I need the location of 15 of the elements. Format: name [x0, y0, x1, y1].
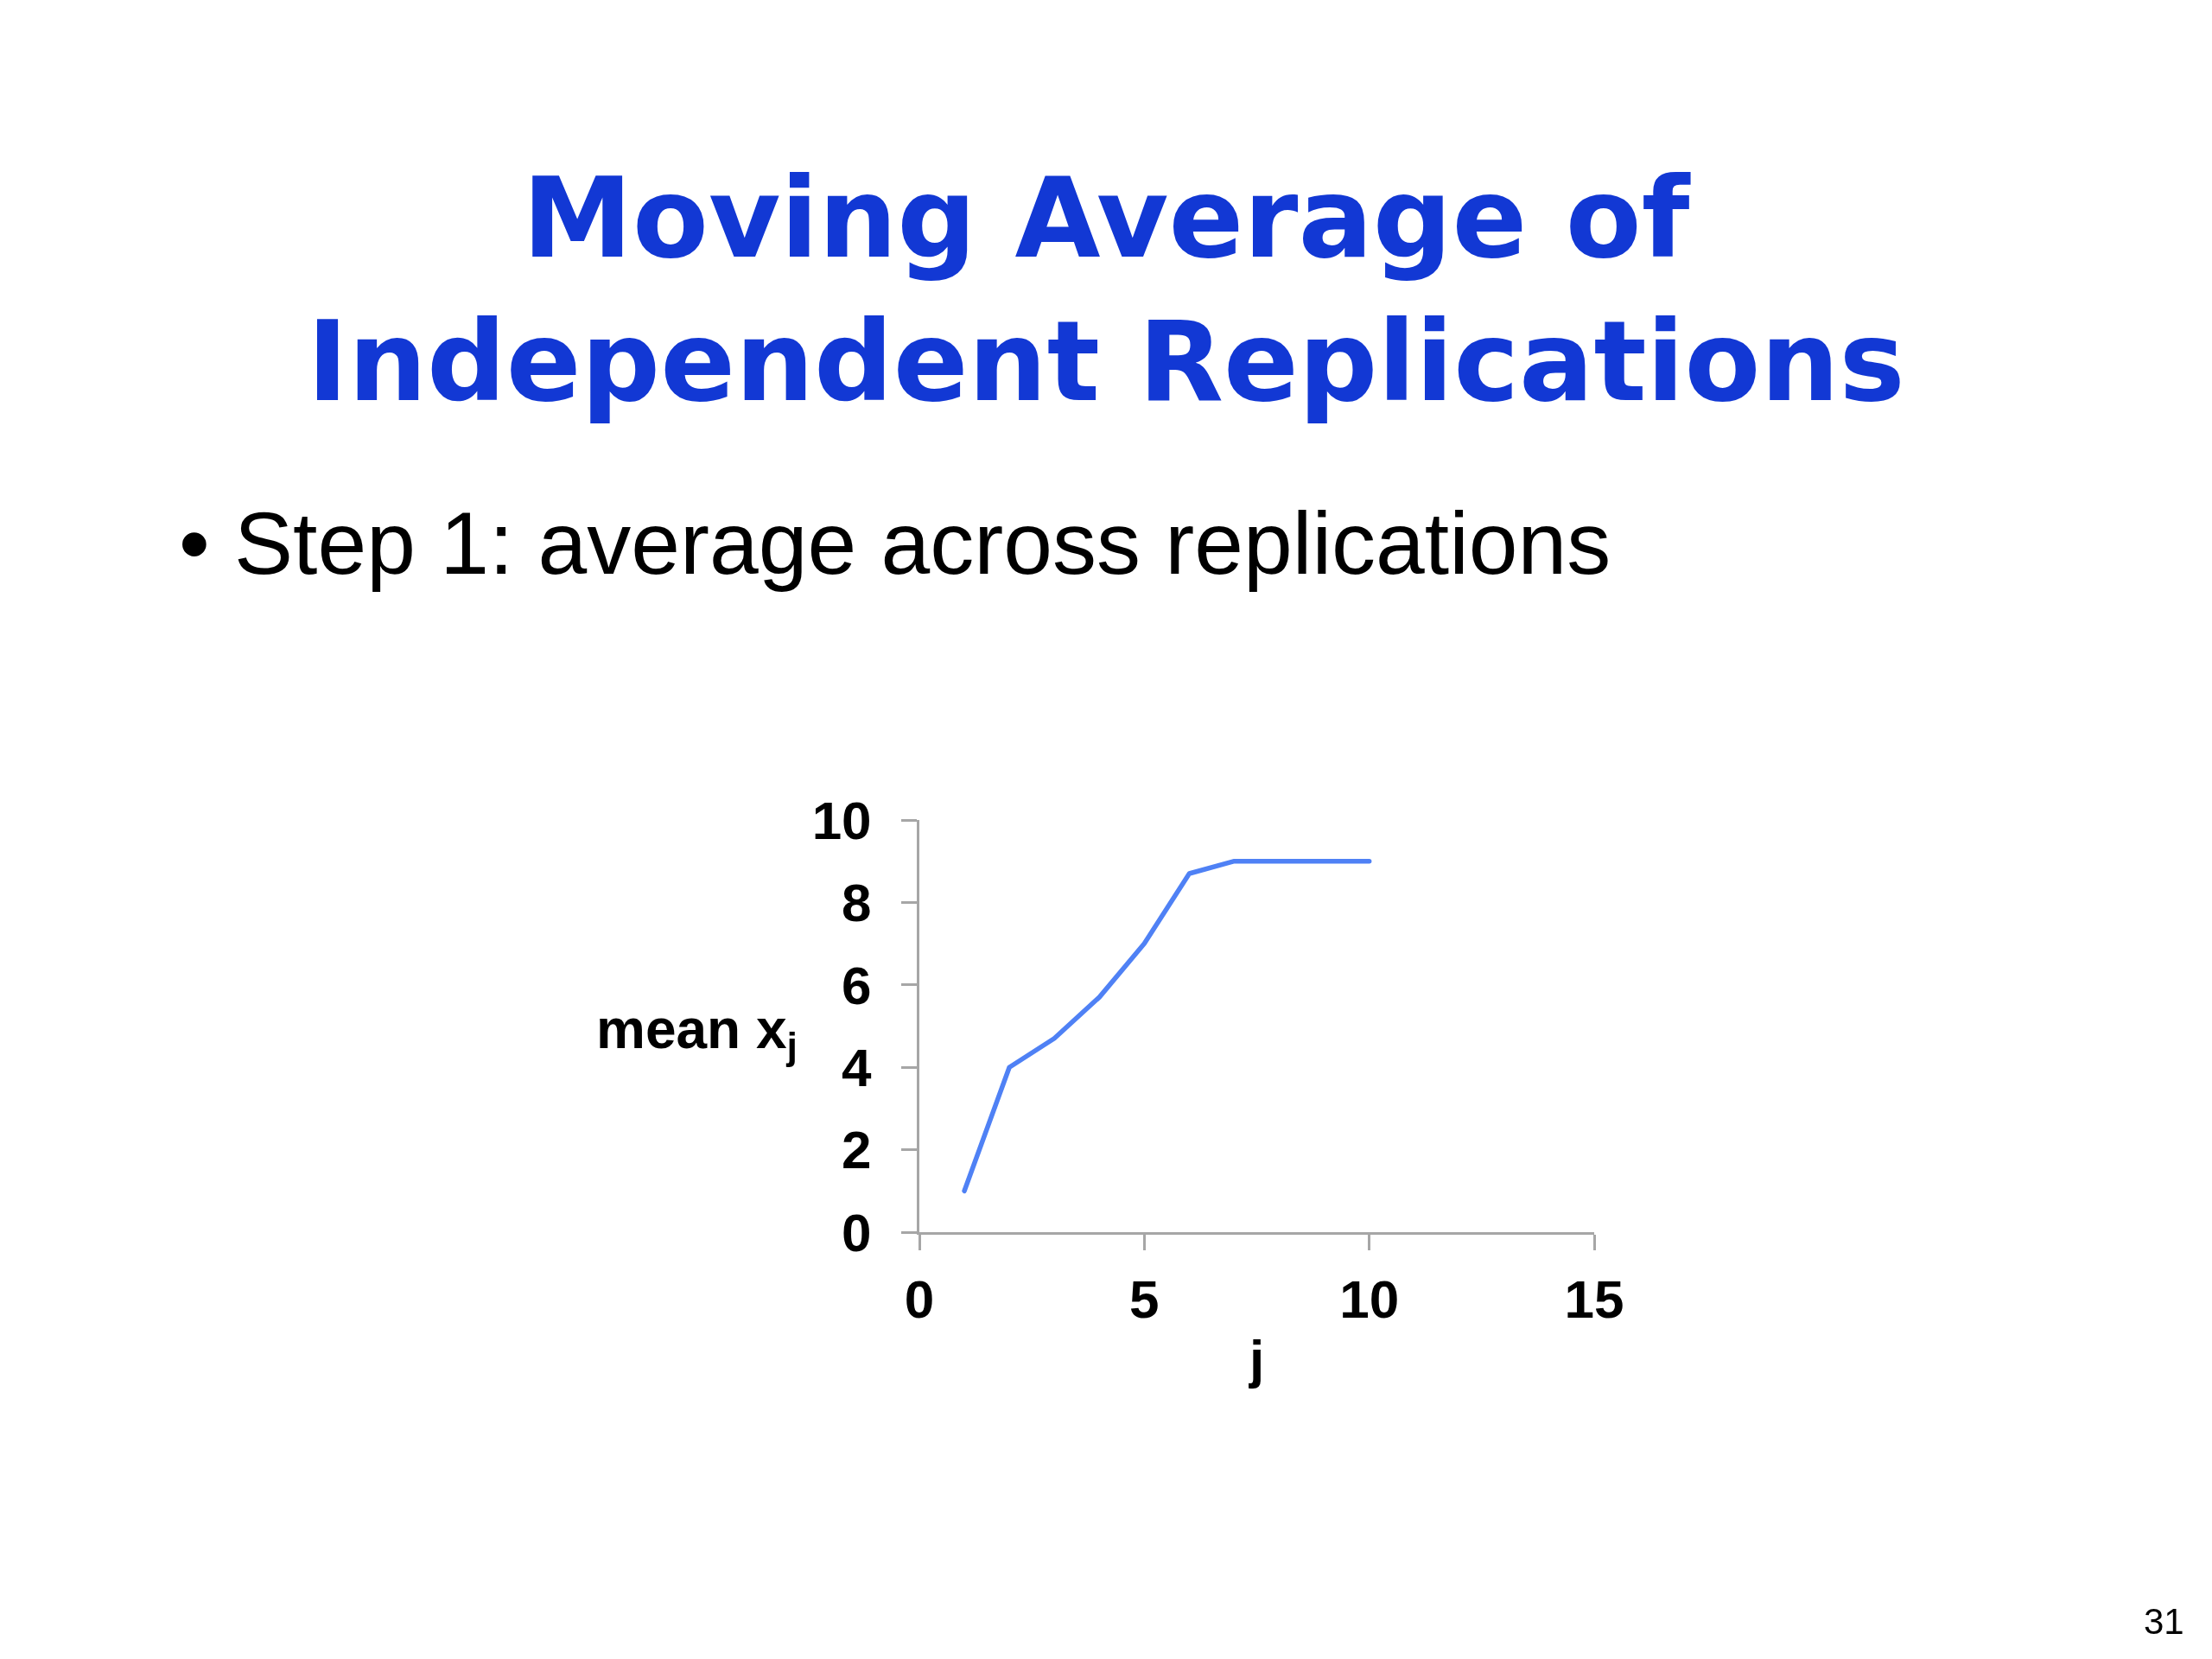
text: 31 [2144, 1601, 2184, 1642]
chart-title: Moving Average of Independent Replications [307, 154, 1905, 427]
x-tick-label: 0 [904, 1269, 935, 1330]
x-tick-label: 15 [1564, 1269, 1624, 1330]
y-tick-label: 6 [842, 955, 872, 1015]
chart-subtitle: • Step 1: average across replications [179, 494, 1611, 593]
y-tick-label: 8 [842, 873, 872, 933]
x-tick-label: 10 [1339, 1269, 1400, 1330]
y-tick-label: 10 [811, 790, 872, 850]
y-tick-label: 2 [842, 1120, 872, 1180]
x-tick-label: 5 [1129, 1269, 1160, 1330]
y-tick-label: 0 [842, 1202, 872, 1262]
x-axis-title: j [1248, 1329, 1265, 1389]
y-axis-title: mean x$_{j}$ [596, 998, 798, 1068]
y-tick-label: 4 [842, 1037, 873, 1097]
